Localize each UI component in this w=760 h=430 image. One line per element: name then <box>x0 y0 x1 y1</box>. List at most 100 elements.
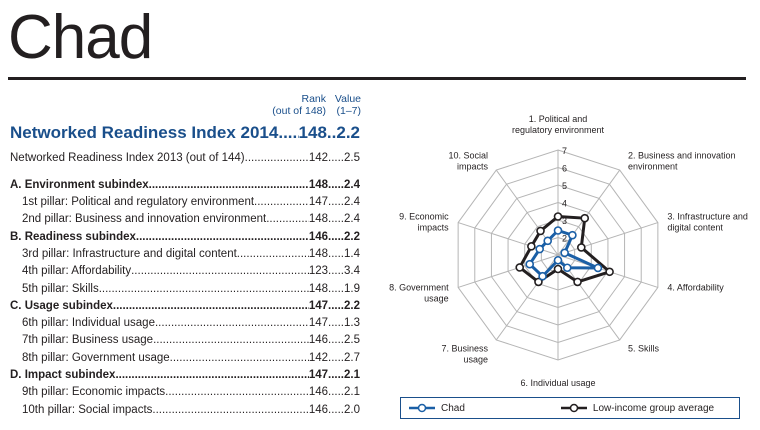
data-point-chad <box>538 271 547 281</box>
data-point-low-income <box>553 264 563 274</box>
row-label: 5th pillar: Skills <box>22 283 99 295</box>
data-point-low-income <box>515 263 525 272</box>
data-point-chad <box>553 226 563 235</box>
pillar-row: 6th pillar: Individual usage147.....1.3 <box>22 315 360 331</box>
data-point-chad <box>568 230 577 240</box>
data-point-low-income <box>605 267 614 277</box>
row-value: 2.2 <box>344 231 360 243</box>
data-point-chad <box>562 263 572 273</box>
axis-label: 7. Business usage <box>442 343 489 364</box>
axis-label: 5. Skills <box>628 343 660 353</box>
tick-label: 3 <box>562 216 567 226</box>
legend-low-income: Low-income group average <box>560 402 715 414</box>
page-title: Chad <box>8 3 153 72</box>
row-rank: 146 <box>308 404 329 416</box>
data-point-chad <box>535 244 544 254</box>
row-value: 2.1 <box>344 369 360 381</box>
tick-label: 7 <box>562 146 567 156</box>
subindex-row: C. Usage subindex147.....2.2 <box>10 298 360 314</box>
data-point-low-income <box>536 226 545 236</box>
data-point-low-income <box>577 243 586 252</box>
row-label: 6th pillar: Individual usage <box>22 317 155 329</box>
subindex-row: D. Impact subindex147.....2.1 <box>10 367 360 383</box>
pillar-row: 8th pillar: Government usage142.....2.7 <box>22 350 360 366</box>
tick-label: 6 <box>562 164 567 174</box>
row-rank: 146 <box>308 231 329 243</box>
row-label: 1st pillar: Political and regulatory env… <box>22 196 255 208</box>
row-rank: 146 <box>308 334 329 346</box>
row-value: 1.3 <box>344 317 360 329</box>
rank-header: Rank (out of 148) <box>250 93 326 117</box>
pillar-row: 2nd pillar: Business and innovation envi… <box>22 211 360 227</box>
data-point-low-income <box>580 213 590 223</box>
axis-label: 6. Individual usage <box>520 378 595 388</box>
axis-label: 3. Infrastructure and digital content <box>667 211 748 232</box>
row-label: D. Impact subindex <box>10 369 116 381</box>
row-rank: 148 <box>308 179 329 191</box>
row-rank: 147 <box>308 369 329 381</box>
value-sub: (1–7) <box>336 105 361 117</box>
row-label: 9th pillar: Economic impacts <box>22 386 166 398</box>
row-value: 2.0 <box>344 404 360 416</box>
axis-label: 4. Affordability <box>667 283 724 293</box>
row-value: 2.5 <box>344 334 360 346</box>
data-point-chad <box>525 259 535 269</box>
data-point-low-income <box>534 277 543 287</box>
data-point-low-income <box>573 277 582 287</box>
pillar-row: 5th pillar: Skills148.....1.9 <box>22 281 360 297</box>
row-value: 2.1 <box>344 386 360 398</box>
axis-label: 2. Business and innovation environment <box>628 151 736 172</box>
tick-label: 4 <box>562 199 567 209</box>
pillar-row: 4th pillar: Affordability123.....3.4 <box>22 263 360 279</box>
axis-label: 1. Political and regulatory environment <box>512 114 605 135</box>
row-value: 2.4 <box>344 179 360 191</box>
row-label: Networked Readiness Index 2013 (out of 1… <box>10 152 245 164</box>
pillar-row: 1st pillar: Political and regulatory env… <box>22 194 360 210</box>
grid-spoke <box>457 254 559 288</box>
data-point-chad <box>593 263 603 273</box>
row-value: 3.4 <box>344 265 360 277</box>
row-label: 7th pillar: Business usage <box>22 334 154 346</box>
grid-spoke <box>557 169 621 256</box>
axis-label: 8. Government usage <box>389 283 449 304</box>
legend-low-income-label: Low-income group average <box>592 402 715 414</box>
axis-label: 9. Economic impacts <box>399 211 449 232</box>
row-label: 2nd pillar: Business and innovation envi… <box>22 213 267 225</box>
legend-chad: Chad <box>409 403 465 414</box>
row-rank: 147 <box>308 317 329 329</box>
row-value: 2.5 <box>344 152 360 164</box>
legend-chad-marker <box>409 403 435 413</box>
subindex-row: B. Readiness subindex146.....2.2 <box>10 229 360 245</box>
nri-2013-row: Networked Readiness Index 2013 (out of 1… <box>10 150 360 166</box>
chart-legend: Chad Low-income group average <box>400 397 740 419</box>
tick-label: 2 <box>562 234 567 244</box>
data-point-chad <box>553 255 563 265</box>
row-label: 4th pillar: Affordability <box>22 265 132 277</box>
data-point-low-income <box>527 242 536 251</box>
rank-sub: (out of 148) <box>272 105 326 117</box>
row-value: 2.4 <box>344 213 360 225</box>
row-label: A. Environment subindex <box>10 179 149 191</box>
row-rank: 123 <box>308 265 329 277</box>
row-value: 1.4 <box>344 248 360 260</box>
row-label: B. Readiness subindex <box>10 231 136 243</box>
row-value: 2.7 <box>344 352 360 364</box>
axis-label: 10. Social impacts <box>449 151 489 172</box>
grid-spoke <box>557 222 659 256</box>
row-rank: 148 <box>298 123 327 142</box>
pillar-row: 9th pillar: Economic impacts146.....2.1 <box>22 384 360 400</box>
radar-chart: 2 3 4 5 6 7 1. Political and regulatory environ… <box>389 114 748 388</box>
pillar-row: 3rd pillar: Infrastructure and digital c… <box>22 246 360 262</box>
tick-label: 5 <box>562 181 567 191</box>
row-label: 3rd pillar: Infrastructure and digital c… <box>22 248 237 260</box>
row-rank: 147 <box>308 196 329 208</box>
row-value: 1.9 <box>344 283 360 295</box>
value-label: Value <box>334 93 361 105</box>
data-point-low-income <box>553 212 563 221</box>
row-rank: 147 <box>308 300 329 312</box>
row-rank: 148 <box>308 248 329 260</box>
subindex-row: A. Environment subindex148.....2.4 <box>10 177 360 193</box>
row-value: 2.4 <box>344 196 360 208</box>
rank-label: Rank <box>301 93 326 105</box>
row-rank: 142 <box>308 152 329 164</box>
